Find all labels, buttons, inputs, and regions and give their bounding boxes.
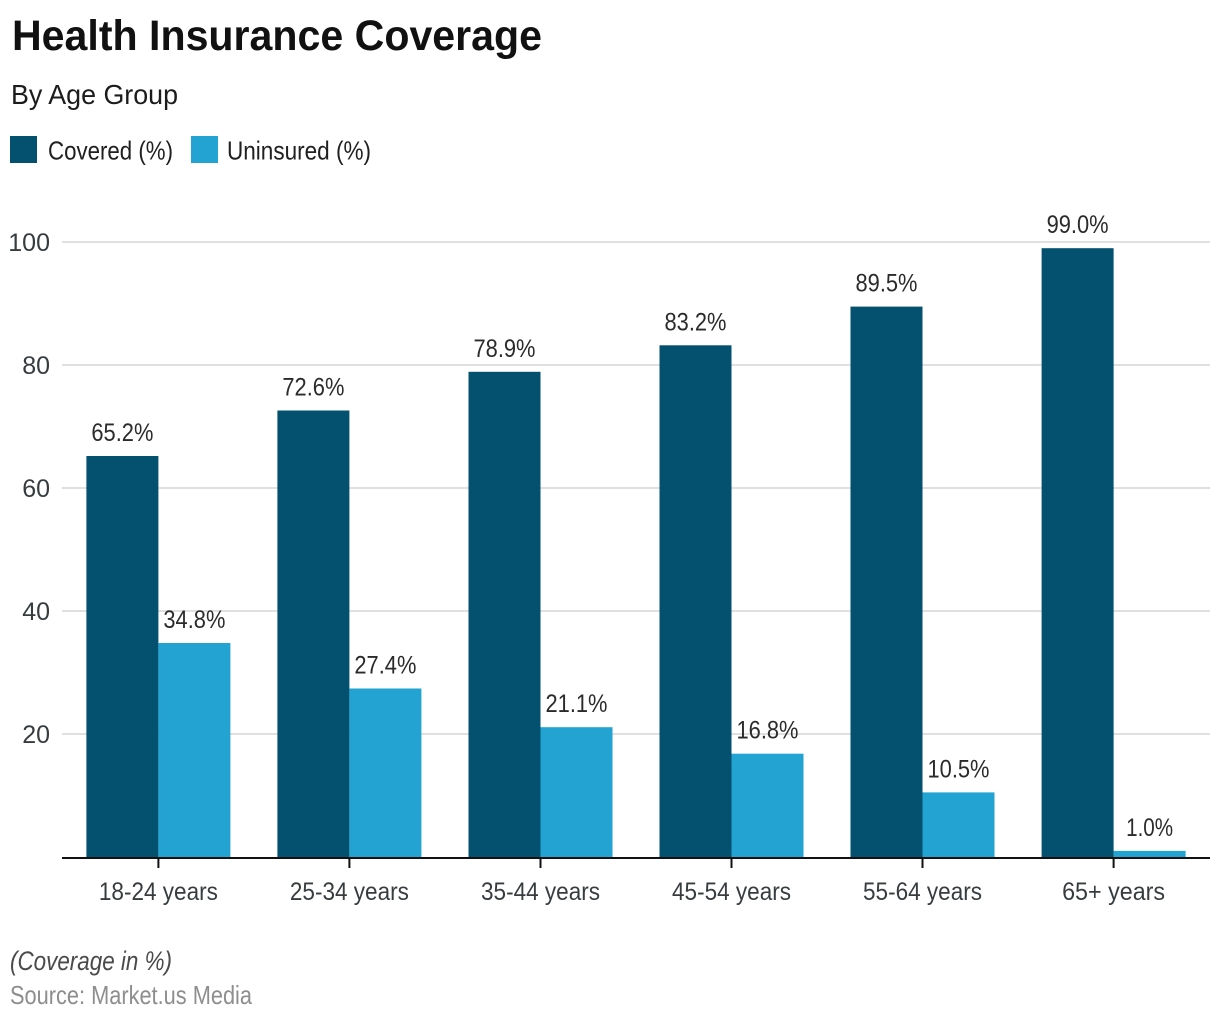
- svg-text:Health Insurance Coverage: Health Insurance Coverage: [12, 12, 542, 60]
- svg-text:72.6%: 72.6%: [282, 374, 344, 402]
- svg-text:45-54 years: 45-54 years: [672, 878, 791, 906]
- svg-text:21.1%: 21.1%: [546, 690, 608, 718]
- svg-text:40: 40: [22, 598, 50, 626]
- svg-text:10.5%: 10.5%: [928, 755, 990, 783]
- svg-text:20: 20: [22, 721, 50, 749]
- svg-text:55-64 years: 55-64 years: [863, 878, 982, 906]
- svg-text:Uninsured (%): Uninsured (%): [227, 136, 371, 166]
- svg-text:25-34 years: 25-34 years: [290, 878, 409, 906]
- svg-text:99.0%: 99.0%: [1047, 211, 1109, 239]
- svg-text:65+ years: 65+ years: [1062, 878, 1165, 906]
- svg-text:100: 100: [8, 229, 50, 257]
- svg-text:16.8%: 16.8%: [737, 717, 799, 745]
- svg-text:60: 60: [22, 475, 50, 503]
- svg-text:By Age Group: By Age Group: [11, 79, 178, 110]
- svg-text:1.0%: 1.0%: [1126, 814, 1173, 842]
- svg-text:34.8%: 34.8%: [163, 606, 225, 634]
- svg-text:89.5%: 89.5%: [856, 270, 918, 298]
- svg-text:78.9%: 78.9%: [474, 335, 536, 363]
- svg-text:18-24 years: 18-24 years: [99, 878, 218, 906]
- svg-text:80: 80: [22, 352, 50, 380]
- svg-text:83.2%: 83.2%: [665, 308, 727, 336]
- svg-text:(Coverage in %): (Coverage in %): [10, 946, 172, 976]
- svg-text:Covered (%): Covered (%): [48, 136, 173, 166]
- svg-text:27.4%: 27.4%: [354, 652, 416, 680]
- svg-text:Source: Market.us Media: Source: Market.us Media: [10, 980, 252, 1010]
- svg-text:35-44 years: 35-44 years: [481, 878, 600, 906]
- svg-text:65.2%: 65.2%: [91, 419, 153, 447]
